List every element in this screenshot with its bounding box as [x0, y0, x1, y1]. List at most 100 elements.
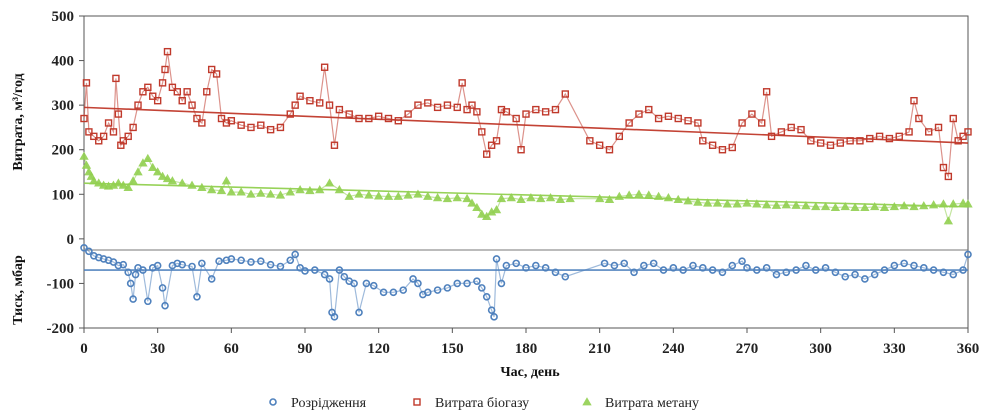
- data-point: [453, 279, 462, 288]
- data-point: [532, 261, 540, 270]
- data-point: [491, 205, 502, 214]
- data-point: [732, 199, 742, 208]
- data-point: [502, 108, 511, 116]
- data-point: [722, 199, 733, 208]
- x-tick-label: 330: [883, 341, 906, 357]
- data-point: [551, 105, 560, 114]
- data-point: [212, 70, 221, 78]
- data-point: [771, 200, 782, 209]
- data-point: [364, 190, 374, 199]
- data-point: [306, 96, 314, 105]
- data-point: [830, 202, 841, 212]
- y-tick-label: 100: [52, 187, 75, 203]
- data-point: [517, 146, 525, 154]
- data-point: [870, 270, 879, 279]
- data-point: [605, 146, 614, 154]
- data-point: [227, 117, 236, 125]
- y-tick-label: 0: [67, 232, 75, 248]
- data-point: [889, 201, 900, 211]
- data-point: [138, 158, 148, 167]
- data-point: [256, 257, 265, 265]
- data-point: [198, 259, 206, 268]
- data-point: [424, 99, 432, 107]
- data-point: [305, 185, 315, 195]
- data-point: [645, 105, 653, 114]
- data-point: [939, 163, 948, 172]
- data-point: [900, 259, 908, 268]
- x-tick-label: 0: [80, 341, 88, 357]
- data-point: [890, 261, 899, 270]
- data-point: [879, 202, 890, 212]
- data-point: [163, 47, 172, 56]
- data-point: [482, 211, 492, 220]
- data-point: [851, 270, 859, 279]
- data-point: [215, 257, 223, 265]
- data-point: [389, 288, 398, 297]
- data-point: [414, 101, 422, 109]
- legend-label: Витрата метану: [605, 396, 699, 411]
- plot-area: [83, 15, 969, 329]
- data-point: [257, 121, 265, 129]
- data-point: [95, 137, 103, 145]
- data-point: [949, 270, 958, 279]
- data-point: [276, 123, 285, 132]
- data-point: [934, 123, 943, 132]
- x-tick-label: 120: [367, 341, 390, 357]
- data-point: [379, 288, 388, 297]
- data-point: [555, 194, 566, 204]
- data-point: [227, 255, 236, 263]
- data-point: [536, 193, 546, 203]
- data-point: [335, 105, 344, 114]
- data-point: [487, 306, 496, 314]
- series-1: [80, 47, 972, 181]
- data-point: [693, 197, 703, 206]
- data-point: [772, 270, 781, 279]
- data-point: [964, 128, 972, 136]
- data-point: [384, 114, 393, 123]
- data-point: [496, 193, 507, 203]
- y-tick-label: -100: [47, 276, 75, 292]
- data-point: [183, 88, 191, 96]
- data-point: [325, 275, 334, 283]
- data-point: [708, 141, 717, 149]
- data-point: [291, 250, 299, 259]
- data-point: [615, 132, 624, 141]
- data-point: [82, 79, 91, 87]
- data-point: [694, 119, 702, 127]
- trend-line: [83, 106, 969, 144]
- data-point: [161, 65, 169, 74]
- data-point: [761, 200, 772, 209]
- data-point: [188, 101, 196, 109]
- data-point: [104, 119, 113, 127]
- data-point: [256, 188, 266, 197]
- data-point: [699, 137, 707, 145]
- data-point: [393, 191, 404, 200]
- data-point: [217, 114, 226, 123]
- data-point: [126, 279, 135, 288]
- data-point: [81, 160, 92, 169]
- data-point: [162, 173, 173, 183]
- data-point: [502, 261, 511, 270]
- data-point: [286, 110, 294, 118]
- data-point: [949, 114, 957, 123]
- data-point: [369, 281, 378, 290]
- data-point: [131, 270, 140, 279]
- data-point: [143, 153, 153, 163]
- data-point: [752, 199, 762, 208]
- y-tick-label: 500: [52, 9, 75, 25]
- data-point: [836, 139, 845, 147]
- data-point: [840, 201, 850, 211]
- data-point: [133, 167, 143, 176]
- data-point: [506, 193, 516, 202]
- data-point: [443, 284, 452, 292]
- data-point: [826, 141, 835, 149]
- data-point: [203, 88, 211, 96]
- data-point: [963, 199, 973, 208]
- data-point: [79, 151, 89, 160]
- data-point: [512, 114, 520, 123]
- data-point: [664, 112, 673, 120]
- data-point: [94, 178, 104, 187]
- x-tick-label: 210: [588, 341, 611, 357]
- legend-marker: [413, 398, 421, 406]
